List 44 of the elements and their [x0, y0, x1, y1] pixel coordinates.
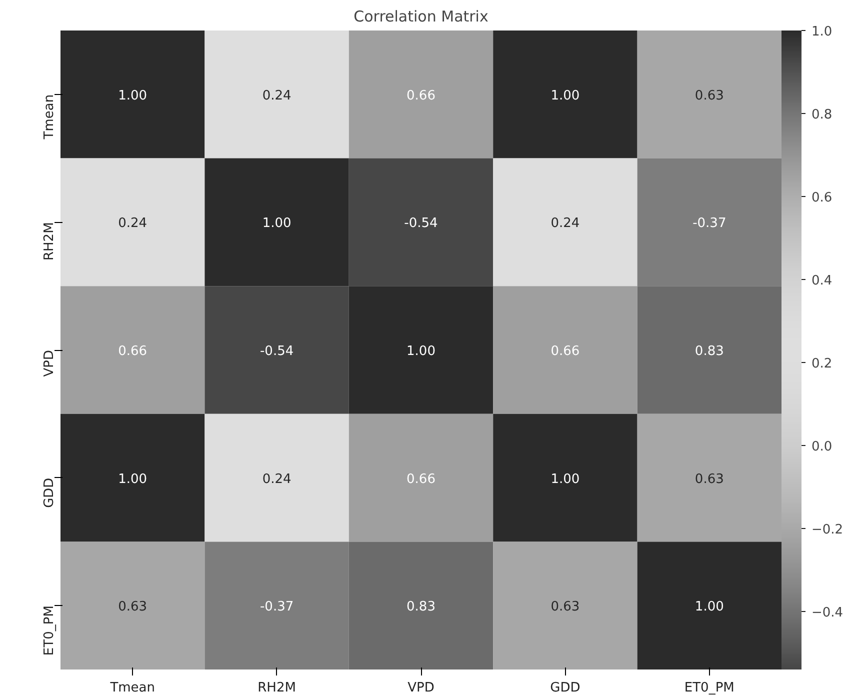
- data-label: 1.00: [406, 344, 436, 359]
- data-label: 0.63: [550, 600, 580, 615]
- color-bar-label: 0.6: [812, 190, 832, 206]
- data-label: 0.66: [118, 344, 148, 359]
- color-bar-label: 0.2: [812, 356, 832, 372]
- data-label: 1.00: [550, 88, 580, 104]
- y-tick-label: Tmean: [42, 94, 57, 140]
- data-label: 1.00: [118, 88, 148, 104]
- x-tick-label: RH2M: [258, 680, 296, 696]
- data-label: 0.24: [550, 216, 580, 232]
- x-tick-label: GDD: [550, 680, 580, 696]
- data-label: 0.63: [118, 600, 148, 615]
- chart-title: Correlation Matrix: [354, 8, 488, 26]
- data-label: 0.63: [694, 472, 724, 487]
- color-bar-label: 0.8: [812, 107, 832, 122]
- data-label: 0.83: [406, 600, 436, 615]
- data-label: 1.00: [550, 472, 580, 487]
- color-bar-label: −0.4: [812, 605, 844, 620]
- data-label: -0.54: [404, 216, 438, 232]
- x-tick-label: ET0_PM: [684, 680, 734, 696]
- data-label: 0.24: [118, 216, 148, 232]
- data-label: 0.63: [694, 88, 724, 104]
- data-label: 1.00: [118, 472, 148, 487]
- data-label: 0.66: [406, 472, 436, 487]
- y-tick-label: GDD: [42, 478, 57, 508]
- y-tick-label: ET0_PM: [42, 606, 57, 656]
- color-bar-label: 0.4: [812, 273, 832, 288]
- data-label: 0.66: [550, 344, 580, 359]
- data-label: 0.24: [262, 472, 292, 487]
- data-label: 1.00: [694, 600, 724, 615]
- color-bar-label: 0.0: [812, 439, 832, 454]
- x-tick-label: Tmean: [109, 680, 156, 696]
- data-label: 0.24: [262, 88, 292, 104]
- data-label: 1.00: [262, 216, 292, 232]
- data-label: 0.83: [694, 344, 724, 359]
- data-label: -0.37: [692, 216, 726, 232]
- data-label: -0.37: [260, 600, 294, 615]
- color-bar-label: −0.2: [812, 522, 844, 538]
- color-bar-label: 1.0: [812, 24, 832, 40]
- data-label: -0.54: [260, 344, 294, 359]
- x-tick-label: VPD: [408, 680, 434, 696]
- y-tick-label: RH2M: [42, 222, 57, 260]
- y-tick-label: VPD: [42, 350, 57, 377]
- data-label: 0.66: [406, 88, 436, 104]
